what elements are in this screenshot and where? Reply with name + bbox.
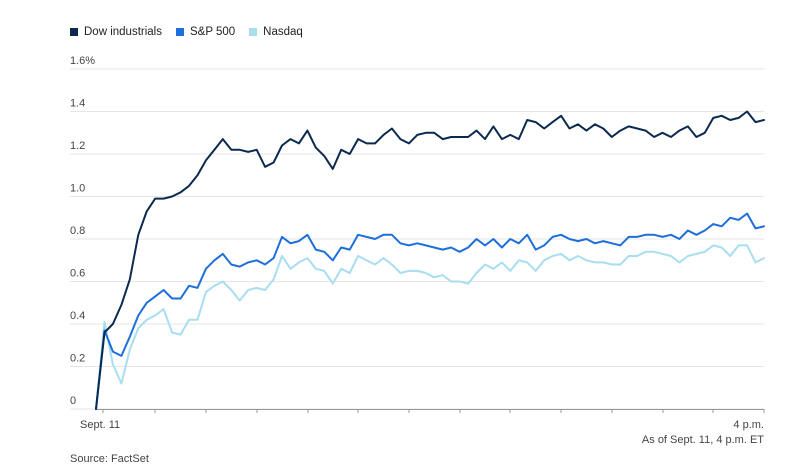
y-tick-label: 1.4 — [70, 98, 85, 110]
legend-item-nasdaq: Nasdaq — [249, 26, 303, 38]
y-tick-label: 0.4 — [70, 310, 85, 322]
x-tick-label-start: Sept. 11 — [80, 419, 120, 431]
series-line-sp500 — [95, 212, 765, 410]
legend-swatch-sp500 — [175, 28, 184, 36]
y-tick-label: 0.2 — [70, 353, 85, 365]
legend-swatch-dow — [70, 28, 78, 36]
x-tick-label-end: 4 p.m. — [733, 419, 764, 431]
y-tick-label: 0.8 — [70, 225, 85, 237]
legend-label-dow: Dow industrials — [84, 26, 162, 38]
y-tick-label: 1.2 — [70, 140, 85, 152]
y-axis-tick-labels: 0 0.2 0.4 0.6 0.8 1.0 1.2 1.4 1.6% — [70, 55, 95, 407]
source-note: Source: FactSet — [70, 453, 149, 465]
legend-item-dow: Dow industrials — [70, 26, 162, 38]
legend-item-sp500: S&P 500 — [175, 26, 236, 38]
x-axis: Sept. 11 4 p.m. — [80, 409, 765, 431]
legend-label-nasdaq: Nasdaq — [263, 26, 303, 38]
series-line-nasdaq — [95, 244, 765, 410]
legend-label-sp500: S&P 500 — [189, 26, 236, 38]
chart-legend: Dow industrials S&P 500 Nasdaq — [70, 26, 303, 38]
y-tick-label: 0.6 — [70, 268, 85, 280]
chart-series-lines — [95, 110, 765, 410]
legend-swatch-nasdaq — [249, 28, 258, 36]
series-line-dow — [95, 110, 765, 410]
y-tick-label: 1.0 — [70, 183, 85, 195]
timestamp-note: As of Sept. 11, 4 p.m. ET — [641, 434, 764, 446]
y-tick-label: 0 — [70, 395, 76, 407]
y-tick-label: 1.6% — [70, 55, 95, 67]
chart-gridlines — [70, 68, 764, 410]
